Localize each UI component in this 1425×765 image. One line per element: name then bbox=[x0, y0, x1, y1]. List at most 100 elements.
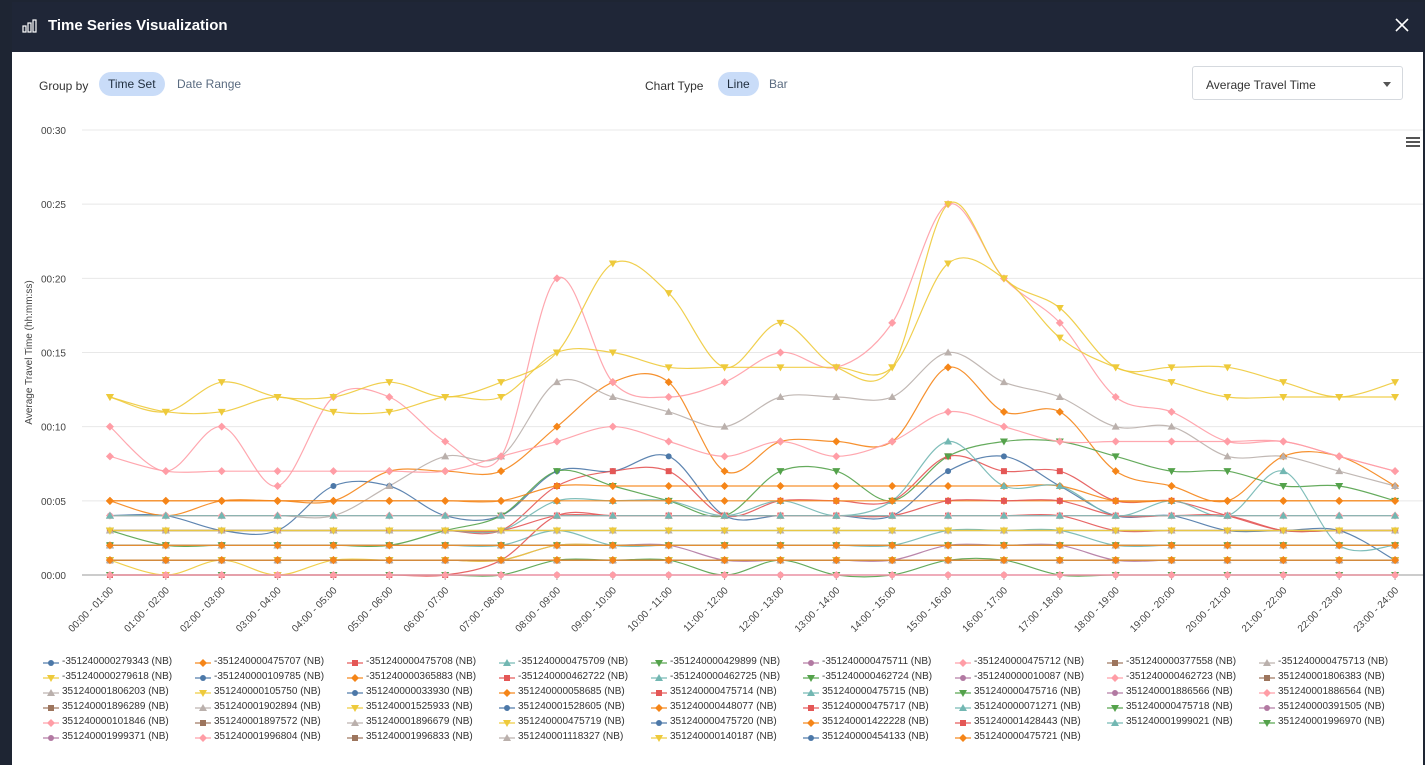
data-point bbox=[776, 496, 785, 505]
data-point bbox=[720, 571, 729, 579]
data-point bbox=[217, 527, 226, 535]
legend-label: 351240000105750 (NB) bbox=[214, 686, 321, 697]
legend-marker bbox=[499, 705, 515, 711]
data-point bbox=[664, 556, 673, 565]
data-point bbox=[217, 556, 226, 565]
data-point bbox=[999, 407, 1008, 416]
group-by-date-range-button[interactable]: Date Range bbox=[177, 77, 242, 91]
data-point bbox=[497, 379, 506, 387]
data-point bbox=[1391, 379, 1400, 387]
data-point bbox=[888, 496, 897, 505]
close-icon[interactable] bbox=[1391, 14, 1413, 36]
data-point bbox=[999, 482, 1008, 489]
data-point bbox=[273, 496, 282, 505]
data-point bbox=[217, 408, 226, 416]
legend-marker bbox=[651, 704, 667, 712]
data-point bbox=[664, 511, 673, 519]
data-point bbox=[608, 496, 617, 505]
x-tick-label: 03:00 - 04:00 bbox=[234, 585, 284, 635]
legend-symbol bbox=[1112, 660, 1118, 666]
legend-marker bbox=[43, 705, 59, 711]
legend-marker bbox=[347, 705, 363, 712]
chart-menu-icon[interactable] bbox=[1406, 136, 1420, 148]
chart-type-label: Chart Type bbox=[645, 79, 704, 93]
legend-marker bbox=[803, 689, 819, 696]
x-tick-label: 14:00 - 15:00 bbox=[849, 585, 899, 635]
data-point bbox=[1167, 482, 1176, 490]
metric-select[interactable]: Average Travel Time bbox=[1192, 66, 1403, 100]
chevron-down-icon bbox=[1383, 82, 1391, 87]
data-point bbox=[832, 452, 841, 461]
legend-marker bbox=[43, 675, 59, 682]
data-point bbox=[888, 437, 897, 446]
y-tick-label: 00:00 bbox=[41, 571, 66, 582]
data-point bbox=[385, 527, 394, 535]
legend-symbol bbox=[199, 704, 207, 711]
chart-type-bar-button[interactable]: Bar bbox=[769, 77, 788, 91]
data-point bbox=[776, 468, 785, 476]
data-point bbox=[888, 527, 897, 535]
data-point bbox=[161, 496, 170, 505]
legend-symbol bbox=[1264, 705, 1270, 711]
data-point bbox=[329, 394, 338, 401]
data-point bbox=[217, 571, 226, 579]
legend-label: 351240000475714 (NB) bbox=[670, 686, 777, 697]
legend-label: -351240000010087 (NB) bbox=[974, 671, 1085, 682]
data-point bbox=[944, 482, 953, 490]
data-point bbox=[944, 363, 953, 372]
legend-symbol bbox=[1112, 690, 1118, 696]
legend-label: 351240000454133 (NB) bbox=[822, 731, 929, 742]
data-point bbox=[664, 364, 673, 372]
legend-label: -351240000462724 (NB) bbox=[822, 671, 933, 682]
data-point bbox=[776, 437, 785, 446]
legend-symbol bbox=[48, 735, 54, 741]
legend-symbol bbox=[351, 705, 359, 712]
data-point bbox=[1335, 511, 1344, 519]
series-line bbox=[109, 511, 1396, 577]
data-point bbox=[273, 394, 282, 401]
legend-marker bbox=[195, 704, 211, 711]
data-point bbox=[441, 437, 450, 446]
group-by-time-set-button[interactable]: Time Set bbox=[99, 72, 165, 96]
data-point bbox=[273, 511, 282, 519]
legend-symbol bbox=[351, 719, 359, 726]
legend-marker bbox=[499, 675, 515, 681]
x-tick-label: 16:00 - 17:00 bbox=[961, 585, 1011, 635]
data-point bbox=[329, 408, 338, 416]
data-point bbox=[217, 379, 226, 387]
data-point bbox=[832, 541, 841, 550]
data-point bbox=[665, 468, 672, 475]
legend-marker bbox=[1107, 690, 1123, 696]
data-point bbox=[1055, 511, 1064, 519]
data-point bbox=[1111, 453, 1120, 461]
data-point bbox=[217, 511, 226, 519]
data-point bbox=[1279, 496, 1288, 505]
legend-symbol bbox=[200, 675, 206, 681]
data-point bbox=[552, 482, 561, 490]
data-point bbox=[552, 468, 561, 476]
y-tick-label: 00:25 bbox=[41, 200, 66, 211]
data-point bbox=[944, 201, 953, 209]
data-point bbox=[1279, 379, 1288, 387]
legend-label: 351240000475721 (NB) bbox=[974, 731, 1081, 742]
data-point bbox=[832, 527, 841, 535]
data-point bbox=[1223, 468, 1232, 476]
data-point bbox=[161, 511, 170, 519]
legend-symbol bbox=[47, 719, 55, 727]
legend-marker bbox=[803, 735, 819, 741]
data-point bbox=[1055, 541, 1064, 550]
legend-marker bbox=[1107, 705, 1123, 712]
data-point bbox=[776, 541, 785, 550]
chart-type-line-button[interactable]: Line bbox=[718, 72, 759, 96]
data-point bbox=[385, 556, 394, 565]
data-point bbox=[608, 482, 617, 490]
legend-symbol bbox=[351, 674, 359, 682]
data-point bbox=[888, 318, 897, 327]
legend-label: 351240001528605 (NB) bbox=[518, 701, 625, 712]
x-tick-label: 02:00 - 03:00 bbox=[178, 585, 228, 635]
data-point bbox=[1167, 496, 1176, 505]
data-point bbox=[776, 364, 785, 372]
legend-marker bbox=[955, 659, 971, 667]
data-point bbox=[999, 378, 1008, 386]
legend-marker bbox=[803, 675, 819, 682]
